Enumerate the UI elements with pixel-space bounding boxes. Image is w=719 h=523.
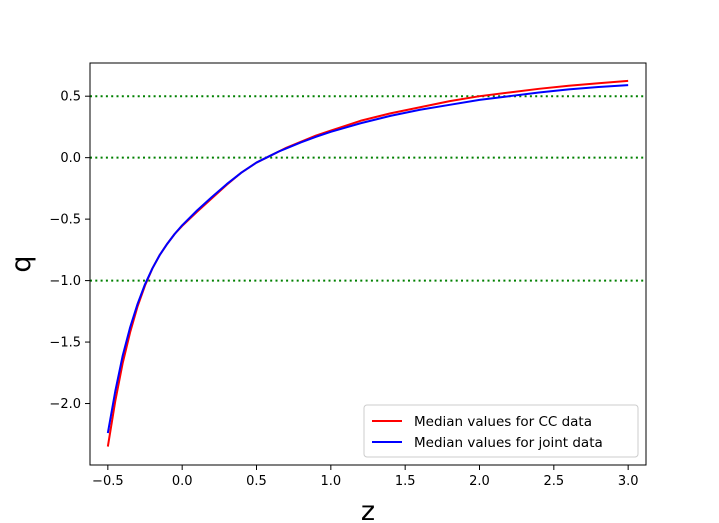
series-line-0 [106, 79, 629, 447]
y-tick-label: 0.0 [60, 151, 81, 166]
legend: Median values for CC data Median values … [363, 404, 639, 458]
x-tick-label: 1.0 [320, 474, 341, 489]
y-tick-label: −2.0 [49, 397, 81, 412]
x-axis-ticks: −0.5 0.0 0.5 1.0 1.5 2.0 2.5 3.0 [92, 465, 639, 489]
x-tick-label: 3.0 [618, 474, 639, 489]
x-tick-label: 0.0 [172, 474, 193, 489]
x-tick-label: 2.0 [469, 474, 490, 489]
reference-lines [90, 95, 646, 282]
legend-label-joint: Median values for joint data [414, 435, 603, 451]
x-axis-title: z [361, 496, 375, 523]
x-tick-label: 0.5 [246, 474, 267, 489]
x-tick-label: −0.5 [92, 474, 124, 489]
y-tick-label: −0.5 [49, 213, 81, 228]
legend-label-cc: Median values for CC data [414, 414, 592, 430]
legend-box [363, 404, 639, 458]
y-tick-label: −1.0 [49, 274, 81, 289]
series-lines [106, 79, 629, 447]
y-axis-title: q [6, 255, 37, 272]
y-axis-ticks: −2.0 −1.5 −1.0 −0.5 0.0 0.5 [49, 90, 90, 412]
y-tick-label: −1.5 [49, 336, 81, 351]
y-tick-label: 0.5 [60, 90, 81, 105]
x-tick-label: 2.5 [543, 474, 564, 489]
x-tick-label: 1.5 [395, 474, 416, 489]
plot-frame [89, 62, 647, 466]
series-line-1 [106, 84, 629, 434]
